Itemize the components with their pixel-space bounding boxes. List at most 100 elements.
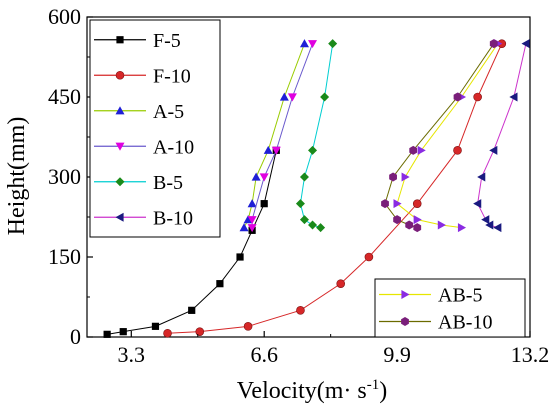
legend-label-a-5: A-5: [153, 101, 184, 123]
data-point-b-5: [295, 199, 305, 209]
data-point-a-5: [279, 92, 289, 101]
series-line-ab-10: [384, 43, 495, 229]
data-point-f-10: [473, 92, 482, 102]
y-tick-label: 0: [70, 324, 81, 349]
legend-secondary: AB-5 AB-10: [374, 278, 526, 338]
data-point-f-10: [336, 279, 346, 288]
x-axis-title-end: ): [379, 378, 387, 404]
data-point-a-10: [247, 224, 257, 233]
series-b-5: [295, 39, 338, 233]
data-point-a-5: [239, 223, 249, 232]
data-point-b-5: [308, 220, 318, 230]
data-point-f-10: [364, 252, 374, 262]
legend-marker-ab-5: [401, 290, 410, 299]
series-line-b-5: [299, 43, 334, 229]
legend-marker-f-5: [116, 36, 124, 44]
legend-label-ab-5: AB-5: [438, 285, 482, 307]
series-line-ab-5: [396, 43, 499, 229]
data-point-ab-5: [413, 215, 422, 225]
legend-label-b-10: B-10: [153, 207, 193, 229]
data-point-ab-5: [417, 145, 426, 155]
data-point-f-5: [236, 253, 244, 261]
data-point-ab-10: [405, 220, 414, 230]
data-point-f-10: [243, 322, 253, 331]
x-axis-title-main: Velocity(m· s: [237, 378, 367, 404]
series-a-10: [247, 40, 318, 233]
data-point-ab-5: [393, 199, 402, 209]
data-point-b-5: [320, 92, 330, 102]
y-tick-label: 300: [48, 164, 81, 189]
data-point-b-10: [493, 223, 502, 233]
legend-marker-f-10: [115, 70, 125, 80]
data-point-b-10: [477, 172, 486, 182]
data-point-ab-10: [389, 172, 397, 182]
data-point-f-5: [216, 280, 224, 288]
data-point-b-5: [308, 145, 318, 155]
data-point-b-10: [485, 220, 494, 230]
data-point-a-5: [299, 39, 309, 48]
series-line-b-10: [477, 43, 527, 229]
data-point-b-5: [299, 215, 309, 225]
data-point-f-5: [119, 328, 127, 336]
y-tick-label: 150: [48, 244, 81, 269]
data-point-a-10: [287, 93, 297, 102]
ticks-layer: 3.3 6.6 9.9 13.2 0 150 300 450 600: [48, 4, 549, 367]
data-point-a-10: [259, 173, 269, 182]
legend-label-b-5: B-5: [153, 172, 183, 194]
data-point-f-5: [188, 306, 196, 314]
series-ab-5: [393, 39, 503, 233]
x-axis-title: Velocity(m· s-1): [237, 377, 387, 404]
series-layer: [103, 39, 530, 338]
data-point-b-10: [509, 92, 518, 102]
legend-main: F-5 F-10 A-5 A-10 B-5 B-10: [89, 19, 221, 238]
data-point-f-10: [195, 327, 205, 336]
x-tick-label: 6.6: [250, 342, 278, 367]
legend-main-box: [89, 19, 221, 238]
data-point-a-5: [263, 145, 273, 154]
series-line-f-10: [167, 43, 503, 334]
legend-secondary-box: [374, 278, 526, 338]
data-point-a-10: [247, 216, 257, 225]
x-tick-label: 9.9: [383, 342, 411, 367]
data-point-b-10: [489, 145, 498, 155]
series-ab-10: [381, 39, 498, 233]
data-point-ab-5: [437, 220, 446, 230]
data-point-f-5: [103, 330, 111, 338]
data-point-ab-10: [489, 39, 498, 49]
legend-label-f-10: F-10: [153, 65, 191, 87]
data-point-f-5: [260, 200, 268, 208]
y-tick-label: 450: [48, 84, 81, 109]
series-a-5: [239, 39, 309, 232]
data-point-ab-10: [393, 215, 401, 225]
data-point-f-10: [453, 146, 462, 155]
data-point-ab-5: [457, 223, 467, 233]
data-point-a-5: [247, 199, 257, 208]
legend-label-f-5: F-5: [153, 30, 181, 52]
data-point-b-5: [328, 39, 338, 49]
data-point-ab-10: [381, 199, 389, 209]
data-point-b-10: [473, 199, 482, 209]
data-point-b-5: [316, 223, 326, 233]
x-tick-label: 3.3: [118, 342, 146, 367]
data-point-ab-10: [413, 223, 422, 233]
data-point-b-5: [299, 172, 309, 182]
series-f-10: [163, 39, 507, 338]
legend-marker-a-10: [115, 142, 125, 151]
data-point-f-5: [151, 322, 160, 330]
data-point-a-5: [251, 172, 261, 181]
data-point-ab-10: [409, 145, 418, 155]
legend-layer: F-5 F-10 A-5 A-10 B-5 B-10 AB-5 AB-10: [89, 19, 526, 338]
data-point-ab-5: [401, 172, 410, 182]
x-axis-title-sup: -1: [367, 377, 380, 393]
legend-marker-b-5: [115, 177, 125, 187]
legend-label-a-10: A-10: [153, 136, 194, 158]
data-point-f-10: [412, 199, 422, 208]
data-point-b-10: [481, 215, 490, 225]
legend-marker-a-5: [115, 106, 125, 115]
data-point-f-10: [163, 328, 172, 338]
series-line-a-5: [243, 43, 305, 228]
y-tick-label: 600: [48, 4, 81, 29]
x-tick-label: 13.2: [511, 342, 550, 367]
y-axis-title: Height(mm): [4, 117, 30, 236]
